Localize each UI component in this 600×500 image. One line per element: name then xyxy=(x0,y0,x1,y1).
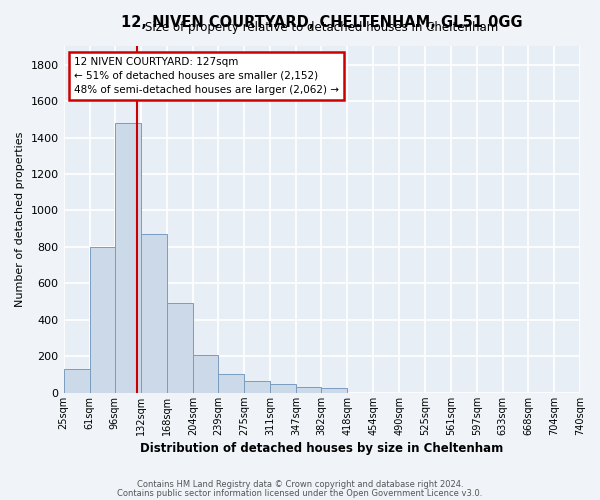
Text: Size of property relative to detached houses in Cheltenham: Size of property relative to detached ho… xyxy=(145,22,499,35)
Bar xyxy=(89,247,115,393)
Bar xyxy=(115,123,141,393)
Bar xyxy=(244,381,270,393)
Text: Contains HM Land Registry data © Crown copyright and database right 2024.: Contains HM Land Registry data © Crown c… xyxy=(137,480,463,489)
X-axis label: Distribution of detached houses by size in Cheltenham: Distribution of detached houses by size … xyxy=(140,442,503,455)
Text: 12 NIVEN COURTYARD: 127sqm
← 51% of detached houses are smaller (2,152)
48% of s: 12 NIVEN COURTYARD: 127sqm ← 51% of deta… xyxy=(74,57,339,95)
Bar xyxy=(270,384,296,393)
Bar xyxy=(218,374,244,393)
Bar xyxy=(322,388,347,393)
Bar xyxy=(141,234,167,393)
Bar xyxy=(296,387,322,393)
Text: Contains public sector information licensed under the Open Government Licence v3: Contains public sector information licen… xyxy=(118,489,482,498)
Bar xyxy=(167,302,193,393)
Title: 12, NIVEN COURTYARD, CHELTENHAM, GL51 0GG: 12, NIVEN COURTYARD, CHELTENHAM, GL51 0G… xyxy=(121,15,523,30)
Bar xyxy=(193,356,218,393)
Bar xyxy=(64,369,89,393)
Y-axis label: Number of detached properties: Number of detached properties xyxy=(15,132,25,308)
